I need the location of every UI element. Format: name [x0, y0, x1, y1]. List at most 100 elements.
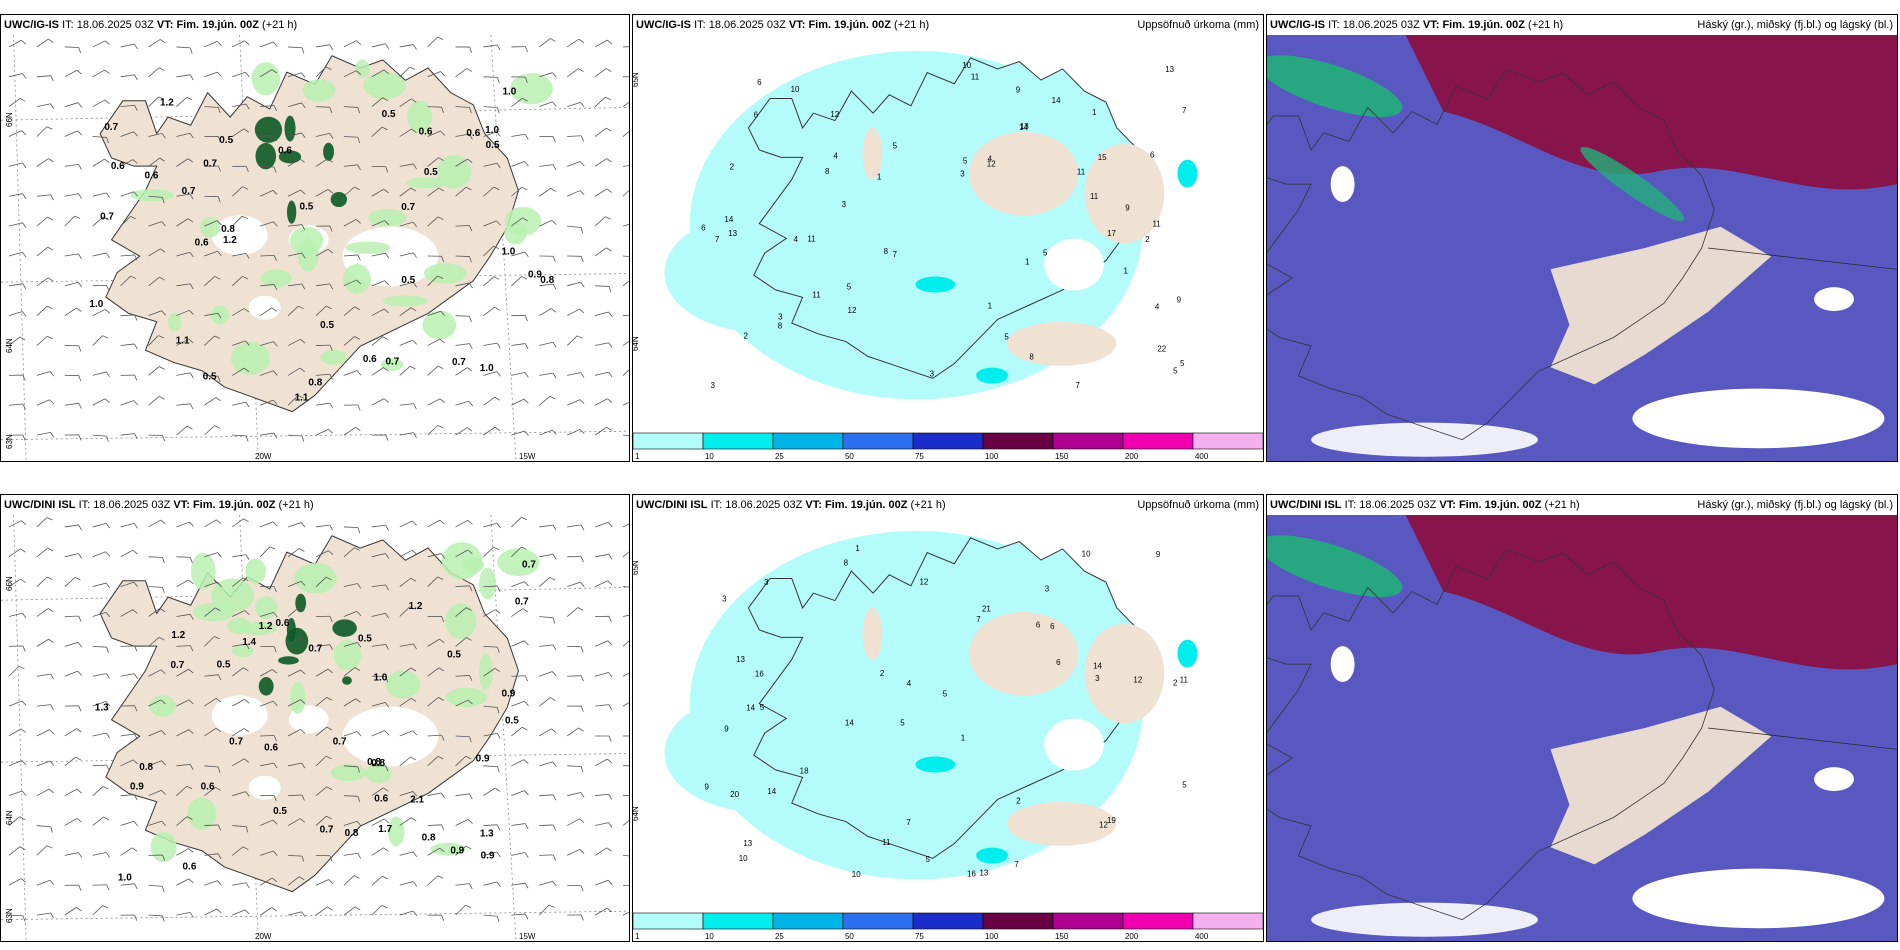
wind-barb: [176, 785, 193, 796]
wind-barb: [427, 638, 445, 647]
wind-barb: [511, 217, 528, 227]
wind-barb: [427, 216, 444, 227]
precip-value: 10: [852, 870, 861, 879]
precip-value: 12: [848, 306, 857, 315]
colorbar-segment: [1052, 432, 1124, 450]
glacier: [248, 295, 281, 320]
wind-barb: [622, 586, 629, 588]
wind-barb: [260, 135, 277, 142]
wind-barb: [371, 165, 389, 173]
precip-value: 0.5: [424, 167, 438, 178]
wind-barb: [427, 338, 445, 346]
wind-barb: [287, 911, 306, 917]
colorbar-segment: [1052, 912, 1124, 930]
precip-value: 0.7: [104, 122, 118, 133]
vt-label: VT:: [156, 19, 174, 31]
graticule-line: [1707, 727, 1897, 750]
wind-barb: [483, 705, 500, 714]
glacier: [211, 215, 268, 256]
precip-value: 0.6: [466, 128, 480, 139]
wind-barb: [622, 369, 629, 376]
precip-value: 0.6: [195, 237, 209, 248]
lead-time: (+21 h): [910, 499, 946, 511]
dry-land: [1084, 623, 1165, 724]
wind-barb: [287, 669, 306, 677]
wind-barb: [36, 729, 55, 737]
wind-barb: [539, 219, 557, 227]
precip-value: 0.8: [371, 758, 385, 769]
precip-value: 10: [962, 61, 971, 70]
precip-field: [255, 142, 277, 170]
wind-barb: [343, 526, 361, 534]
precip-value: 0.6: [183, 861, 197, 872]
wind-barb: [427, 914, 445, 921]
precip-value: 0.7: [452, 357, 466, 368]
wind-barb: [64, 164, 82, 170]
wind-barb: [511, 516, 528, 528]
colorbar-tick: 100: [985, 932, 999, 941]
wind-barb: [595, 311, 613, 318]
wind-barb: [204, 375, 221, 383]
precip-map: 1 3 2 5 1 5 3 6 9 7 5 10 8 14 16 13 7 10 6 18 16 14 11 12 9 13 4 3 1…: [633, 515, 1263, 911]
wind-barb: [539, 255, 556, 262]
precip-field: [260, 269, 293, 288]
wind-barb: [8, 878, 27, 886]
precip-field: [332, 619, 357, 637]
precip-value: 1.7: [378, 824, 392, 835]
wind-barb: [511, 430, 529, 436]
wind-barb: [455, 699, 473, 707]
precip-value: 6: [1036, 621, 1041, 630]
precip-value: 11: [1090, 192, 1099, 201]
wind-barb: [204, 106, 221, 114]
wind-barb: [455, 282, 473, 289]
panel-r1-cloud: UWC/IG-IS IT: 18.06.2025 03Z VT: Fim. 19…: [1266, 14, 1898, 462]
wind-barb: [315, 428, 334, 436]
wind-barb: [92, 611, 111, 618]
wind-barb: [399, 365, 416, 376]
it-value: 18.06.2025 03Z: [1359, 499, 1437, 511]
wind-barb: [204, 71, 222, 78]
wind-barb: [36, 673, 55, 680]
wind-barb: [148, 608, 166, 617]
precip-value: 0.5: [505, 716, 519, 727]
wind-barb: [371, 434, 389, 441]
precip-value: 11: [1077, 167, 1086, 176]
panel-header: UWC/DINI ISL IT: 18.06.2025 03Z VT: Fim.…: [1267, 495, 1897, 515]
wind-barb: [483, 245, 500, 257]
precip-field: [380, 358, 404, 371]
graticule-line: [490, 35, 517, 461]
wind-barb: [204, 853, 222, 860]
lat-label: 64N: [632, 806, 640, 821]
wind-barb: [120, 581, 138, 588]
wind-barb: [622, 165, 629, 167]
panel-header: UWC/DINI ISL IT: 18.06.2025 03Z VT: Fim.…: [633, 495, 1263, 515]
wind-barb: [176, 74, 194, 81]
wind-barb: [315, 248, 334, 257]
precip-field: [479, 653, 493, 691]
panel-r2-cloud: UWC/DINI ISL IT: 18.06.2025 03Z VT: Fim.…: [1266, 494, 1898, 942]
precip-field: [342, 676, 352, 685]
wind-barb: [92, 732, 110, 739]
wind-barb: [427, 697, 444, 707]
precip-value: 0.7: [522, 560, 536, 571]
lon-label: 20W: [255, 932, 272, 941]
colorbar-tick: 200: [1125, 932, 1139, 941]
wind-barb: [483, 306, 500, 316]
wind-barb: [594, 671, 613, 678]
wind-barb: [399, 163, 417, 170]
colorbar-tick: 25: [775, 932, 784, 941]
wind-barb: [232, 825, 249, 833]
precip-value: 1.0: [89, 299, 103, 310]
wind-barb: [120, 131, 138, 137]
precip-value: 7: [1075, 381, 1080, 390]
wind-barb: [483, 76, 500, 84]
precip-value: 5: [1173, 366, 1178, 375]
wind-barb: [176, 729, 194, 737]
precip-value: 4: [794, 235, 799, 244]
wind-barb: [455, 133, 473, 140]
wind-barb: [148, 310, 166, 317]
wind-barb: [539, 880, 557, 887]
wind-barb: [511, 46, 528, 53]
wind-barb: [260, 221, 278, 227]
precip-value: 10: [1082, 549, 1091, 558]
